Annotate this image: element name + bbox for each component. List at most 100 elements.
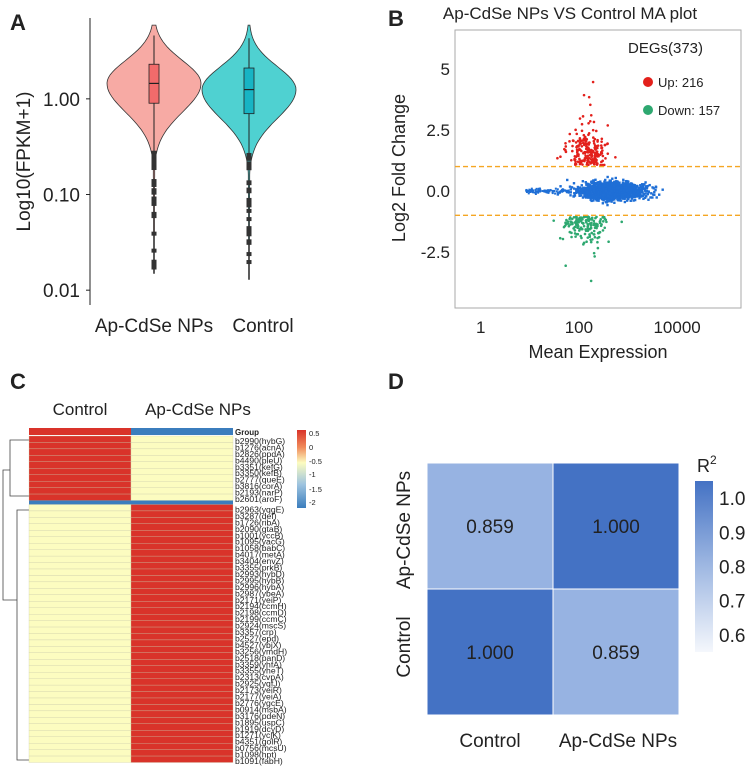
ma-point-up bbox=[579, 148, 582, 152]
ma-point-down bbox=[586, 225, 589, 229]
ma-point-up bbox=[556, 156, 559, 160]
heatmap-colorbar bbox=[297, 430, 306, 508]
ma-point-down bbox=[575, 217, 578, 221]
ma-point-ns bbox=[613, 186, 617, 190]
heatmap-cell bbox=[28, 549, 132, 557]
ma-point-down bbox=[586, 229, 590, 233]
ma-point-ns bbox=[636, 192, 639, 196]
ma-point-up bbox=[595, 151, 598, 154]
ma-y-tick-label: -2.5 bbox=[421, 243, 450, 262]
ma-point-ns bbox=[601, 185, 604, 188]
violin-outlier bbox=[151, 259, 157, 264]
heatmap-cell bbox=[28, 442, 132, 450]
ma-point-ns bbox=[655, 196, 658, 199]
heatmap-cell bbox=[130, 607, 234, 615]
ma-point-ns bbox=[602, 187, 605, 191]
heatmap-cell bbox=[28, 607, 132, 615]
ma-point-up bbox=[614, 155, 617, 159]
ma-point-up bbox=[581, 139, 584, 142]
heatmap-cell bbox=[130, 568, 234, 576]
ma-point-ns bbox=[613, 189, 616, 193]
ma-point-up bbox=[577, 145, 580, 148]
ma-point-up bbox=[578, 162, 582, 165]
ma-point-down bbox=[577, 224, 580, 228]
violin-category-control: Control bbox=[232, 316, 293, 337]
heatmap-gene-label: b1919(dcyD) bbox=[235, 724, 284, 734]
ma-point-ns bbox=[647, 191, 650, 194]
ma-point-up bbox=[576, 154, 580, 157]
heatmap-cell bbox=[28, 581, 132, 589]
ma-point-down bbox=[596, 223, 599, 226]
ma-point-down bbox=[597, 235, 601, 239]
ma-point-down bbox=[601, 215, 605, 219]
panel-c-heatmap: Control Ap-CdSe NPs Group b2990(hybG)b12… bbox=[2, 400, 322, 766]
ma-point-ns bbox=[604, 187, 608, 191]
corr-cells: 0.859 1.000 1.000 0.859 bbox=[426, 462, 680, 716]
ma-point-up bbox=[594, 148, 597, 151]
ma-point-ns bbox=[617, 191, 621, 194]
violin-outlier bbox=[246, 217, 252, 222]
ma-point-ns bbox=[611, 190, 615, 193]
ma-point-ns bbox=[632, 183, 635, 187]
ma-point-ns bbox=[555, 190, 558, 193]
ma-point-ns bbox=[604, 178, 607, 182]
ma-point-ns bbox=[643, 187, 647, 190]
ma-point-ns bbox=[597, 199, 600, 202]
ma-point-up bbox=[584, 154, 587, 158]
ma-point-ns bbox=[594, 193, 597, 196]
violin-outlier bbox=[151, 196, 157, 201]
ma-point-down bbox=[590, 218, 594, 221]
violin-outlier bbox=[246, 166, 252, 171]
ma-point-ns bbox=[615, 183, 618, 186]
ma-legend-up-marker bbox=[643, 77, 653, 87]
heatmap-cell bbox=[28, 461, 132, 469]
ma-point-ns bbox=[627, 197, 630, 200]
ma-point-ns bbox=[570, 186, 574, 189]
heatmap-gene-label: b2963(yqgE) bbox=[235, 504, 284, 514]
heatmap-cell bbox=[130, 614, 234, 621]
heatmap-group-control bbox=[29, 428, 131, 435]
ma-point-up bbox=[593, 154, 597, 157]
ma-point-ns bbox=[597, 187, 601, 191]
ma-point-down bbox=[586, 236, 590, 239]
heatmap-cell bbox=[130, 652, 234, 660]
heatmap-cell bbox=[130, 704, 234, 712]
ma-point-ns bbox=[639, 186, 643, 189]
ma-point-up bbox=[596, 138, 599, 142]
heatmap-cell bbox=[28, 543, 132, 550]
violin-layer bbox=[106, 24, 297, 280]
ma-point-ns bbox=[625, 186, 628, 189]
ma-point-up bbox=[581, 163, 584, 166]
ma-point-up bbox=[599, 144, 603, 147]
ma-point-ns bbox=[653, 190, 656, 194]
ma-point-ns bbox=[625, 185, 628, 188]
ma-point-up bbox=[606, 152, 610, 155]
ma-point-down bbox=[591, 238, 594, 241]
ma-point-ns bbox=[603, 193, 607, 197]
ma-point-ns bbox=[622, 178, 625, 182]
ma-point-ns bbox=[614, 182, 618, 185]
ma-point-ns bbox=[606, 183, 609, 186]
ma-point-ns bbox=[612, 187, 615, 190]
ma-y-label: Log2 Fold Change bbox=[389, 94, 409, 242]
ma-point-up bbox=[604, 157, 607, 160]
ma-point-ns bbox=[630, 184, 633, 188]
violin-outlier bbox=[151, 161, 157, 166]
ma-point-ns bbox=[569, 194, 572, 197]
ma-point-ns bbox=[597, 190, 600, 194]
ma-point-down bbox=[552, 219, 556, 222]
ma-point-ns bbox=[590, 192, 593, 195]
ma-point-up bbox=[580, 160, 583, 163]
ma-point-down bbox=[593, 235, 597, 239]
ma-point-ns bbox=[572, 195, 576, 198]
heatmap-gene-label: b2996(hybA) bbox=[235, 582, 284, 592]
heatmap-cell bbox=[130, 588, 234, 595]
ma-point-ns bbox=[556, 188, 559, 191]
panel-b-ma-plot: Ap-CdSe NPs VS Control MA plot 1 100 10000… bbox=[389, 4, 742, 362]
heatmap-cell bbox=[28, 755, 132, 763]
ma-point-up bbox=[559, 155, 562, 158]
violin-outlier bbox=[151, 248, 157, 253]
heatmap-gene-label: b1271(ycjK) bbox=[235, 730, 281, 740]
ma-point-ns bbox=[608, 182, 611, 185]
